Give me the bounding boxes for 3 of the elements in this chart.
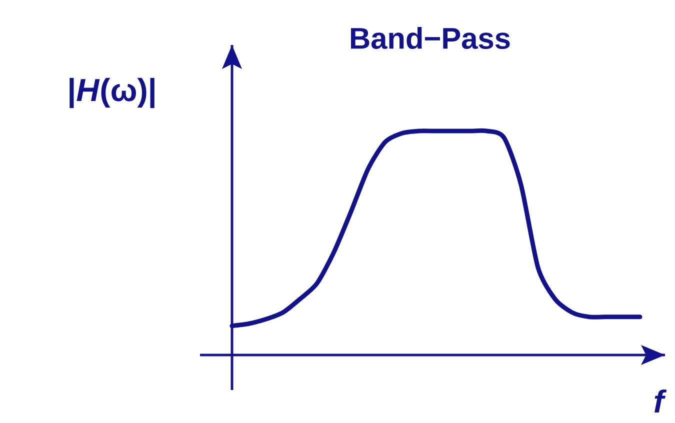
y-axis-title: |H(ω)| [70,78,154,108]
x-axis-title: f [654,389,667,413]
chart-title: Band−Pass [351,27,510,49]
